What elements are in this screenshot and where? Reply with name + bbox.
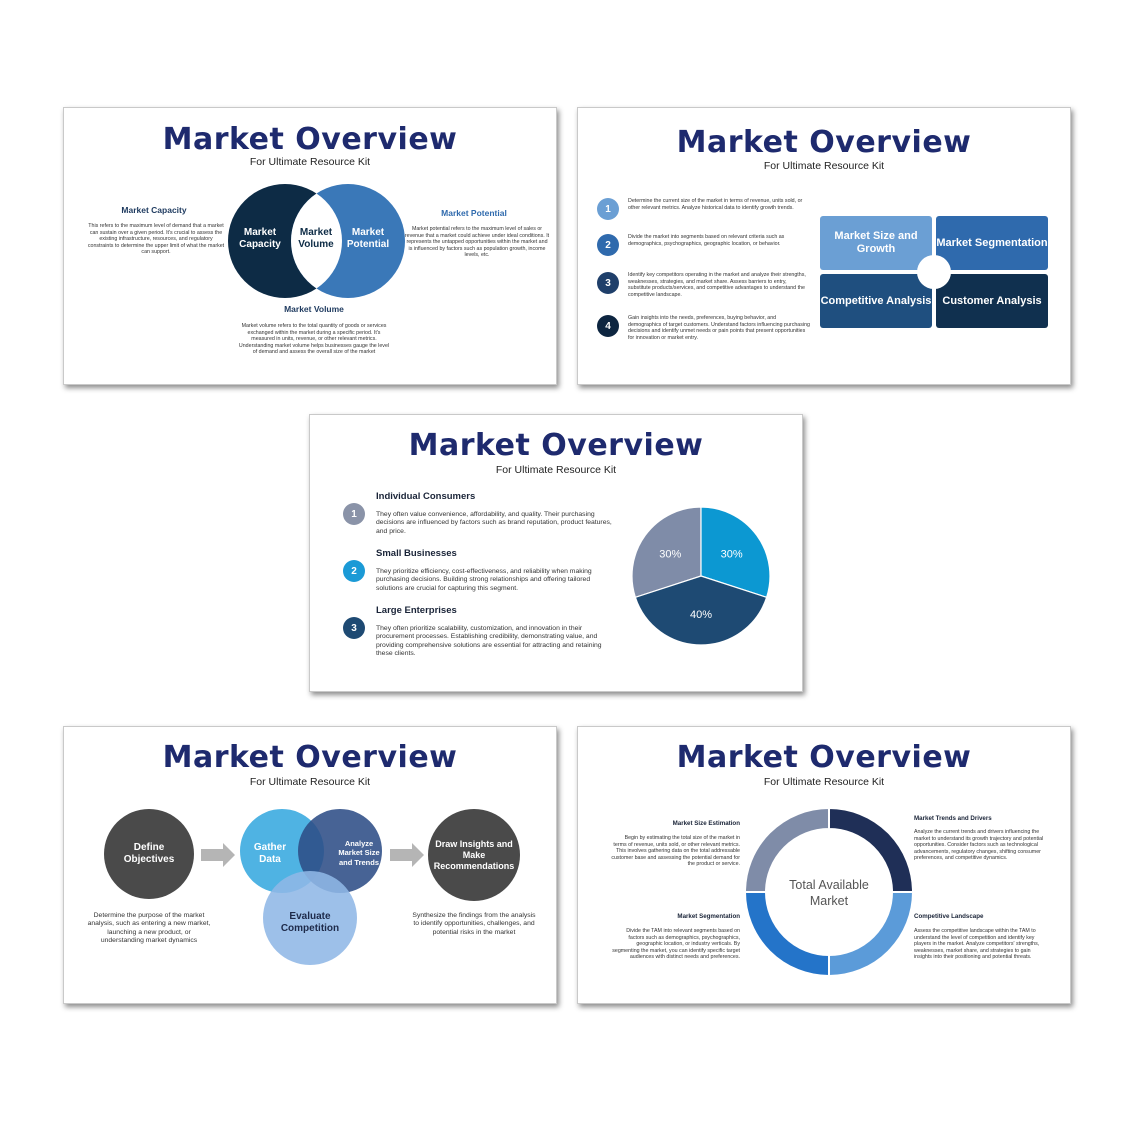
seg-text: Divide the TAM into relevant segments ba… bbox=[612, 928, 740, 961]
venn-left-label: Market Capacity bbox=[239, 227, 281, 250]
trends-heading: Market Trends and Drivers bbox=[914, 815, 992, 822]
segment-heading-3: Large Enterprises bbox=[376, 605, 457, 616]
slide-pie: Market Overview For Ultimate Resource Ki… bbox=[309, 414, 803, 692]
trends-text: Analyze the current trends and drivers i… bbox=[914, 829, 1044, 862]
potential-text: Market potential refers to the maximum l… bbox=[404, 226, 550, 259]
analyze-label: Analyze Market Size and Trends bbox=[338, 838, 380, 867]
segment-number-3: 3 bbox=[343, 617, 365, 639]
insights-circle bbox=[428, 809, 520, 901]
tam-center-label: Total Available Market bbox=[789, 878, 869, 908]
step-text-2: Divide the market into segments based on… bbox=[628, 234, 785, 247]
slide-subtitle: For Ultimate Resource Kit bbox=[763, 776, 885, 788]
volume-text: Market volume refers to the total quanti… bbox=[238, 323, 390, 356]
arrow-icon bbox=[201, 843, 235, 867]
segment-text-1: They often value convenience, affordabil… bbox=[376, 511, 612, 535]
tam-donut-chart bbox=[744, 807, 914, 977]
comp-heading: Competitive Landscape bbox=[914, 913, 984, 920]
step-number-1: 1 bbox=[597, 198, 619, 220]
segment-heading-2: Small Businesses bbox=[376, 548, 457, 559]
pie-data-label: 40% bbox=[690, 609, 712, 621]
slide-title: Market Overview bbox=[676, 125, 972, 160]
slide-venn: Market Overview For Ultimate Resource Ki… bbox=[63, 107, 557, 385]
slide-subtitle: For Ultimate Resource Kit bbox=[763, 160, 885, 172]
define-label: Define Objectives bbox=[123, 842, 175, 865]
insights-text: Synthesize the findings from the analysi… bbox=[412, 912, 536, 936]
step-text-4: Gain insights into the needs, preference… bbox=[628, 315, 810, 341]
segment-number-1: 1 bbox=[343, 503, 365, 525]
segment-pie-chart: 30% 30% 40% bbox=[631, 506, 771, 646]
slide-subtitle: For Ultimate Resource Kit bbox=[249, 156, 371, 168]
evaluate-circle bbox=[263, 871, 357, 965]
slide-title: Market Overview bbox=[408, 428, 704, 463]
potential-heading: Market Potential bbox=[441, 208, 507, 218]
evaluate-label: Evaluate Competition bbox=[280, 911, 340, 934]
pie-data-label: 30% bbox=[659, 549, 681, 561]
tile-market-size: Market Size and Growth bbox=[820, 216, 932, 270]
pie-slice bbox=[700, 506, 771, 599]
step-number-4: 4 bbox=[597, 315, 619, 337]
pie-slice bbox=[631, 506, 702, 599]
segment-text-2: They prioritize efficiency, cost-effecti… bbox=[376, 568, 592, 592]
size-heading: Market Size Estimation bbox=[672, 820, 740, 827]
insights-label: Draw Insights and Make Recommendations bbox=[433, 838, 515, 871]
slide-numbered-tiles: Market Overview For Ultimate Resource Ki… bbox=[577, 107, 1071, 385]
gather-label: Gather Data bbox=[253, 842, 287, 865]
tile-segmentation: Market Segmentation bbox=[936, 216, 1048, 270]
define-text: Determine the purpose of the market anal… bbox=[87, 912, 211, 945]
tile-center-circle bbox=[917, 255, 951, 289]
venn-middle-label: Market Volume bbox=[298, 227, 334, 250]
arrow-icon bbox=[390, 843, 424, 867]
segment-heading-1: Individual Consumers bbox=[376, 491, 476, 502]
venn-diagram bbox=[228, 184, 405, 298]
pie-slice bbox=[634, 575, 768, 646]
define-circle bbox=[104, 809, 194, 899]
comp-text: Assess the competitive landscape within … bbox=[914, 928, 1040, 961]
slide-title: Market Overview bbox=[676, 740, 972, 775]
slide-subtitle: For Ultimate Resource Kit bbox=[249, 776, 371, 788]
venn-overlap bbox=[291, 184, 342, 298]
slide-subtitle: For Ultimate Resource Kit bbox=[495, 464, 617, 476]
slide-title: Market Overview bbox=[162, 122, 458, 157]
segment-text-3: They often prioritize scalability, custo… bbox=[376, 625, 602, 658]
step-number-2: 2 bbox=[597, 234, 619, 256]
step-text-1: Determine the current size of the market… bbox=[628, 198, 803, 211]
tile-competitive: Competitive Analysis bbox=[820, 274, 932, 328]
capacity-heading: Market Capacity bbox=[121, 205, 187, 215]
size-text: Begin by estimating the total size of th… bbox=[611, 835, 740, 868]
capacity-text: This refers to the maximum level of dema… bbox=[87, 223, 225, 256]
donut-segment bbox=[744, 891, 830, 977]
tile-customer: Customer Analysis bbox=[936, 274, 1048, 328]
segment-number-2: 2 bbox=[343, 560, 365, 582]
pie-data-label: 30% bbox=[721, 549, 743, 561]
volume-heading: Market Volume bbox=[284, 304, 344, 314]
step-number-3: 3 bbox=[597, 272, 619, 294]
seg-heading: Market Segmentation bbox=[677, 913, 740, 920]
slide-donut: Market Overview For Ultimate Resource Ki… bbox=[577, 726, 1071, 1004]
slide-title: Market Overview bbox=[162, 740, 458, 775]
venn-right-label: Market Potential bbox=[346, 227, 390, 250]
slide-process: Market Overview For Ultimate Resource Ki… bbox=[63, 726, 557, 1004]
step-text-3: Identify key competitors operating in th… bbox=[628, 272, 806, 298]
